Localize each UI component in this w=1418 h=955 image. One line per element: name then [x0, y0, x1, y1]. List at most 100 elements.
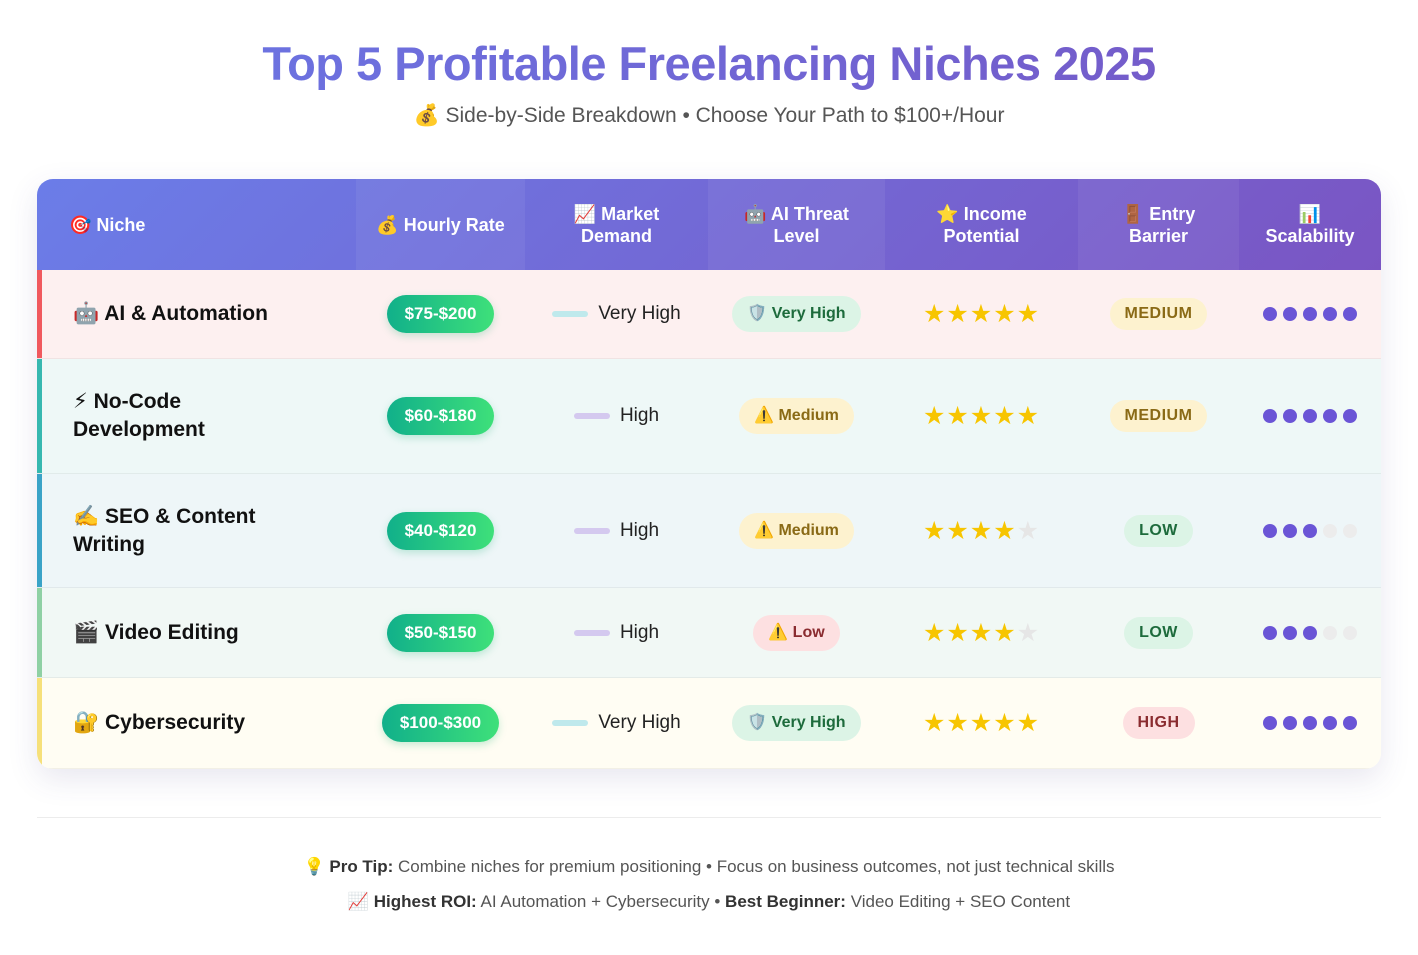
niche-name: ⚡ No-Code Development — [73, 388, 205, 444]
entry-barrier-badge: HIGH — [1122, 707, 1195, 739]
market-demand: High — [573, 622, 659, 644]
ai-threat-cell: 🛡️ Very High — [708, 270, 885, 358]
star-icon: ★ — [946, 709, 970, 737]
demand-bar — [573, 413, 610, 419]
scalability-dots — [1263, 409, 1357, 423]
ai-threat-badge: ⚠️ Low — [753, 614, 840, 651]
scalability-cell — [1239, 359, 1381, 473]
star-icon: ★ — [993, 402, 1017, 430]
header-income-potential-line2: Potential — [943, 225, 1020, 246]
market-demand-cell: Very High — [525, 678, 708, 768]
niche-name-line1: ⚡ No-Code — [73, 390, 182, 413]
hourly-rate-cell: $50-$150 — [356, 588, 525, 677]
scalability-dot — [1283, 409, 1297, 423]
income-potential-cell: ★★★★★ — [885, 474, 1078, 587]
header-ai-threat-line2: Level — [773, 225, 820, 246]
row-accent-bar — [37, 359, 42, 473]
hourly-rate-pill: $50-$150 — [386, 613, 495, 652]
table-row: ✍️ SEO & Content Writing $40-$120 High ⚠️ Me… — [37, 474, 1381, 588]
row-accent-bar — [37, 588, 42, 677]
market-demand-label: High — [619, 405, 660, 426]
hourly-rate-cell: $100-$300 — [356, 678, 525, 768]
hourly-rate-cell: $60-$180 — [356, 359, 525, 473]
scalability-dot — [1263, 625, 1277, 640]
scalability-dot — [1263, 523, 1277, 538]
niche-name-line2: Writing — [73, 532, 145, 556]
roi-label: 📈 Highest ROI: — [347, 892, 477, 911]
scalability-dot — [1263, 716, 1277, 730]
ai-threat-badge: ⚠️ Medium — [739, 512, 854, 549]
table-row: 🤖 AI & Automation $75-$200 Very High 🛡️ Ver… — [37, 270, 1381, 359]
star-rating: ★★★★★ — [923, 401, 1040, 431]
ai-threat-badge: ⚠️ Medium — [739, 398, 854, 434]
star-icon: ★ — [1016, 709, 1041, 737]
header-niche: 🎯 Niche — [69, 214, 146, 235]
niche-name-line2: Development — [73, 418, 205, 441]
star-icon: ★ — [1016, 300, 1041, 328]
pro-tip-text: Combine niches for premium positioning •… — [393, 857, 1115, 876]
market-demand: Very High — [552, 303, 681, 325]
scalability-dot — [1323, 307, 1337, 321]
demand-bar — [573, 527, 610, 534]
header-scalability: 📊 Scalability — [1239, 179, 1381, 270]
star-icon: ★ — [969, 709, 994, 737]
scalability-dot — [1303, 409, 1317, 423]
header-ai-threat: 🤖 AI Threat Level — [708, 179, 885, 270]
niche-name-line1: 🎬 Video Editing — [73, 620, 239, 644]
scalability-dot — [1323, 409, 1337, 423]
star-icon: ★ — [922, 402, 947, 430]
scalability-cell — [1239, 588, 1381, 677]
row-accent-bar — [37, 270, 42, 358]
header-market-demand-line2: Demand — [580, 225, 652, 246]
niche-name-line1: ✍️ SEO & Content — [73, 504, 256, 528]
star-icon: ★ — [969, 618, 994, 647]
entry-barrier-cell: HIGH — [1078, 678, 1239, 768]
entry-barrier-badge: LOW — [1124, 514, 1193, 547]
scalability-dot — [1323, 523, 1337, 538]
demand-bar — [552, 720, 589, 726]
roi-note: 📈 Highest ROI: AI Automation + Cybersecu… — [0, 892, 1418, 912]
star-icon: ★ — [946, 516, 970, 545]
star-icon: ★ — [922, 300, 947, 328]
scalability-dot — [1263, 409, 1277, 423]
niche-name: 🎬 Video Editing — [73, 619, 239, 647]
hourly-rate-cell: $40-$120 — [356, 474, 525, 587]
income-potential-cell: ★★★★★ — [885, 678, 1078, 768]
header-ai-threat-line1: 🤖 AI Threat — [744, 203, 849, 224]
header-entry-barrier: 🚪 Entry Barrier — [1078, 179, 1239, 270]
niche-name: ✍️ SEO & Content Writing — [73, 503, 255, 559]
entry-barrier-badge: MEDIUM — [1109, 400, 1208, 432]
star-icon: ★ — [1016, 516, 1041, 545]
entry-barrier-cell: MEDIUM — [1078, 270, 1239, 358]
pro-tip-label: 💡 Pro Tip: — [303, 857, 394, 876]
ai-threat-cell: ⚠️ Medium — [708, 474, 885, 587]
scalability-dot — [1343, 625, 1357, 640]
star-icon: ★ — [946, 402, 970, 430]
hourly-rate-cell: $75-$200 — [356, 270, 525, 358]
scalability-dot — [1343, 307, 1357, 321]
header-income-potential: ⭐ Income Potential — [885, 179, 1078, 270]
scalability-dot — [1323, 716, 1337, 730]
entry-barrier-cell: LOW — [1078, 474, 1239, 587]
market-demand-cell: Very High — [525, 270, 708, 358]
star-rating: ★★★★★ — [923, 299, 1040, 329]
star-icon: ★ — [1016, 618, 1041, 647]
ai-threat-cell: ⚠️ Low — [708, 588, 885, 677]
entry-barrier-badge: LOW — [1124, 616, 1193, 649]
market-demand-label: High — [619, 519, 660, 541]
star-icon: ★ — [922, 618, 947, 647]
star-icon: ★ — [969, 300, 994, 328]
niche-name: 🔐 Cybersecurity — [73, 709, 245, 737]
star-icon: ★ — [969, 402, 994, 430]
beginner-label: Best Beginner: — [725, 892, 846, 911]
entry-barrier-cell: LOW — [1078, 588, 1239, 677]
ai-threat-badge: 🛡️ Very High — [732, 705, 861, 741]
star-icon: ★ — [946, 300, 970, 328]
scalability-dot — [1303, 307, 1317, 321]
ai-threat-badge: 🛡️ Very High — [732, 296, 861, 332]
table-row: 🔐 Cybersecurity $100-$300 Very High 🛡️ Very… — [37, 678, 1381, 769]
hourly-rate-pill: $100-$300 — [381, 704, 500, 742]
star-rating: ★★★★★ — [923, 618, 1040, 648]
star-rating: ★★★★★ — [923, 516, 1040, 546]
star-icon: ★ — [922, 709, 947, 737]
